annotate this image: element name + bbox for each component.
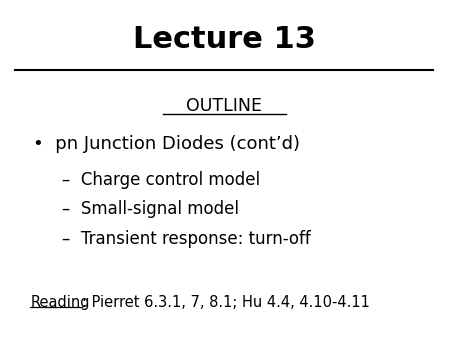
Text: : Pierret 6.3.1, 7, 8.1; Hu 4.4, 4.10-4.11: : Pierret 6.3.1, 7, 8.1; Hu 4.4, 4.10-4.… [81,295,369,310]
Text: –  Charge control model: – Charge control model [62,171,260,189]
Text: •  pn Junction Diodes (cont’d): • pn Junction Diodes (cont’d) [32,136,300,153]
Text: Reading: Reading [30,295,90,310]
Text: OUTLINE: OUTLINE [186,97,262,115]
Text: Lecture 13: Lecture 13 [133,25,315,54]
Text: –  Transient response: turn-off: – Transient response: turn-off [62,230,310,248]
Text: –  Small-signal model: – Small-signal model [62,200,238,218]
